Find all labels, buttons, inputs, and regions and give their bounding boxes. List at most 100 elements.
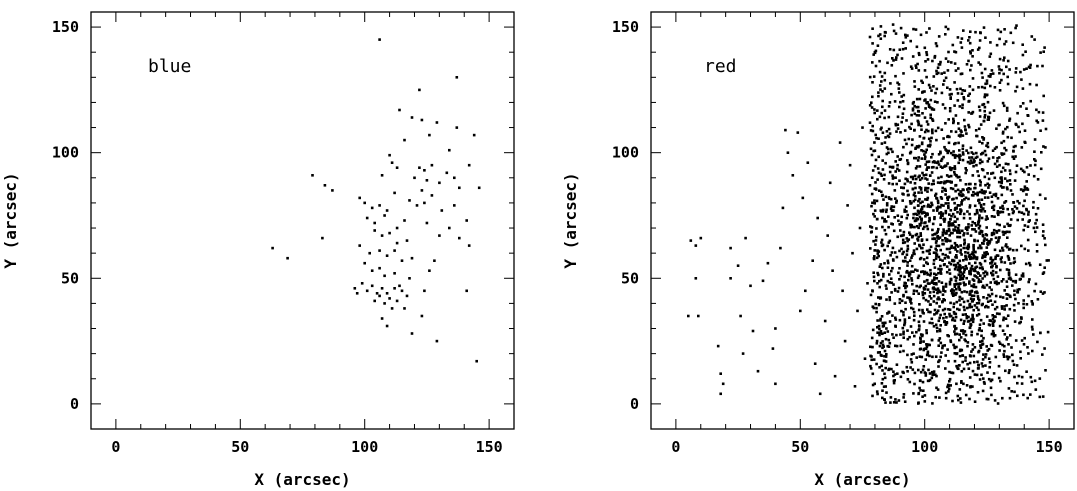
data-point	[969, 52, 972, 55]
data-point	[880, 354, 883, 357]
data-point	[934, 282, 937, 286]
data-point	[1003, 28, 1006, 31]
data-point	[912, 352, 915, 355]
data-point	[1005, 106, 1009, 110]
data-point	[960, 72, 964, 75]
data-point	[884, 195, 888, 199]
data-point	[972, 158, 976, 161]
data-point	[881, 208, 885, 212]
data-point	[1028, 82, 1032, 86]
data-point	[999, 206, 1002, 210]
data-point	[933, 233, 936, 236]
data-point	[964, 264, 968, 268]
data-point	[995, 305, 999, 309]
data-point	[984, 36, 987, 39]
data-point	[962, 233, 965, 237]
data-point	[771, 347, 775, 350]
data-point	[919, 210, 923, 214]
y-axis-title: Y (arcsec)	[561, 172, 580, 268]
data-point	[888, 296, 891, 299]
data-point	[1017, 125, 1020, 129]
data-point	[936, 235, 940, 238]
data-point	[1015, 85, 1019, 89]
data-point	[890, 92, 893, 96]
data-point	[938, 316, 941, 320]
data-point	[946, 135, 949, 139]
data-point	[1005, 268, 1009, 271]
data-point	[994, 192, 998, 196]
data-point	[970, 264, 974, 268]
data-point	[878, 344, 882, 348]
data-point	[964, 356, 967, 359]
data-point	[884, 385, 887, 388]
data-point	[917, 123, 920, 127]
data-point	[881, 168, 885, 171]
data-point	[998, 89, 1002, 92]
data-point	[930, 203, 934, 207]
data-point	[353, 287, 357, 290]
data-point	[954, 50, 958, 54]
data-point	[980, 334, 983, 338]
data-point	[944, 76, 948, 80]
data-point	[914, 195, 917, 198]
data-point	[886, 61, 889, 65]
data-point	[816, 216, 819, 220]
data-point	[933, 308, 937, 312]
data-point	[935, 239, 938, 243]
data-point	[964, 339, 967, 343]
data-point	[973, 212, 977, 216]
data-point	[415, 204, 419, 207]
data-point	[898, 301, 902, 305]
data-point	[988, 294, 992, 298]
data-point	[948, 377, 952, 381]
data-point	[884, 284, 888, 287]
data-point	[928, 343, 931, 347]
data-point	[988, 361, 992, 364]
data-point	[1001, 210, 1005, 214]
data-point	[1008, 119, 1011, 122]
data-point	[873, 382, 876, 386]
data-point	[902, 311, 905, 314]
data-point	[917, 69, 921, 72]
data-point	[1025, 180, 1028, 183]
data-point	[1005, 109, 1009, 112]
data-point	[885, 146, 889, 149]
data-point	[1025, 370, 1028, 373]
data-point	[986, 371, 989, 374]
data-point	[894, 170, 897, 173]
data-point	[895, 199, 898, 203]
data-point	[889, 396, 893, 399]
data-point	[930, 171, 934, 174]
data-point	[935, 138, 938, 142]
data-point	[913, 334, 916, 338]
data-point	[286, 256, 289, 260]
data-point	[928, 354, 931, 358]
data-point	[928, 252, 931, 255]
data-point	[888, 273, 891, 276]
data-point	[438, 181, 441, 185]
data-point	[993, 86, 997, 89]
data-point	[927, 203, 930, 207]
data-point	[950, 61, 953, 64]
data-point	[956, 92, 960, 95]
data-point	[930, 201, 933, 205]
data-point	[1020, 244, 1023, 248]
data-point	[996, 157, 999, 160]
data-point	[917, 391, 921, 395]
data-point	[961, 134, 965, 137]
data-point	[881, 90, 884, 93]
data-point	[1011, 284, 1014, 287]
data-point	[935, 249, 938, 252]
data-point	[1009, 334, 1012, 337]
data-point	[926, 352, 930, 355]
data-point	[1008, 396, 1012, 400]
data-point	[984, 253, 987, 256]
data-point	[420, 118, 424, 122]
data-point	[992, 372, 996, 375]
data-point	[1000, 181, 1003, 185]
data-point	[929, 174, 932, 177]
data-point	[912, 27, 915, 31]
data-point	[893, 302, 897, 305]
data-point	[973, 373, 977, 376]
data-point	[1025, 208, 1028, 212]
